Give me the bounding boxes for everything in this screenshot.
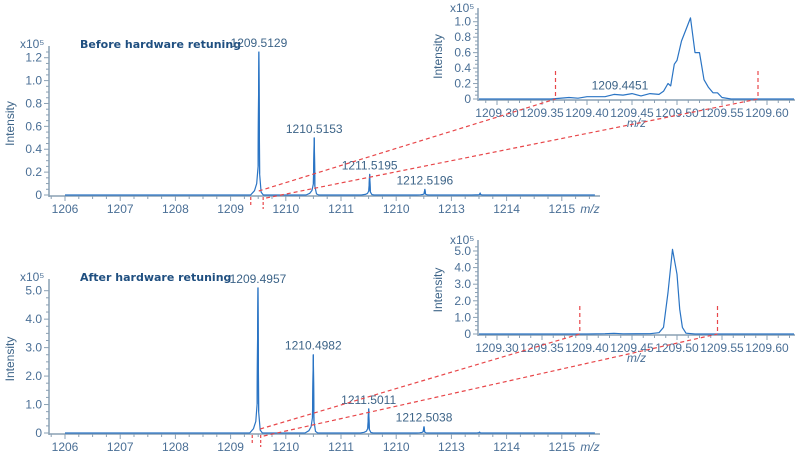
y-tick-label: 0 (464, 327, 471, 341)
y-tick-label: 0 (35, 188, 42, 202)
y-tick-label: 1.0 (25, 74, 42, 88)
panel-title: Before hardware retuning (80, 38, 241, 51)
x-tick-label: 1211 (328, 440, 354, 454)
x-axis-label: m/z (580, 440, 599, 454)
y-tick-label: 5.0 (454, 244, 471, 258)
peak-label: 1209.4957 (230, 272, 287, 286)
peak-label: 1211.5011 (341, 393, 396, 407)
x-tick-label: 1209.45 (610, 106, 654, 120)
x-tick-label: 1209.35 (520, 341, 564, 355)
x-axis-label: m/z (627, 116, 646, 130)
peak-label: 1211.5195 (342, 158, 398, 172)
y-axis-label: Intensity (3, 337, 17, 382)
x-tick-label: 1209.30 (475, 106, 519, 120)
y-multiplier: x10⁵ (20, 270, 44, 284)
x-tick-label: 1209.30 (475, 341, 519, 355)
y-multiplier: x10⁵ (20, 37, 44, 51)
y-axis-label: Intensity (431, 34, 445, 79)
y-multiplier: x10⁵ (450, 1, 474, 15)
x-tick-label: 1210 (383, 440, 410, 454)
y-tick-label: 0 (35, 426, 42, 440)
x-axis-label: m/z (580, 202, 599, 216)
y-tick-label: 1.0 (454, 310, 471, 324)
x-tick-label: 1210 (272, 202, 299, 216)
x-tick-label: 1209 (217, 440, 244, 454)
peak-annotation: 1209.4451 (592, 79, 649, 93)
y-tick-label: 0.6 (25, 119, 42, 133)
x-tick-label: 1207 (107, 202, 134, 216)
x-tick-label: 1214 (493, 440, 520, 454)
x-tick-label: 1209.50 (655, 106, 699, 120)
x-tick-label: 1209.40 (565, 341, 609, 355)
y-tick-label: 0.6 (454, 46, 471, 60)
y-tick-label: 2.0 (25, 369, 42, 383)
y-tick-label: 1.2 (25, 51, 42, 65)
y-tick-label: 5.0 (25, 284, 42, 298)
y-tick-label: 3.0 (454, 277, 471, 291)
y-tick-label: 0.4 (25, 142, 42, 156)
x-tick-label: 1209 (217, 202, 244, 216)
y-tick-label: 0.8 (454, 30, 471, 44)
x-tick-label: 1209.50 (655, 341, 699, 355)
peak-label: 1210.5153 (286, 122, 343, 136)
x-tick-label: 1206 (52, 440, 79, 454)
spectrum-trace (65, 287, 595, 434)
x-tick-label: 1211 (328, 202, 354, 216)
y-tick-label: 0.8 (25, 96, 42, 110)
y-tick-label: 4.0 (25, 312, 42, 326)
spectrum-trace (479, 17, 794, 100)
x-tick-label: 1209.35 (520, 106, 564, 120)
x-tick-label: 1209.55 (700, 341, 744, 355)
panel-title: After hardware retuning (80, 271, 231, 284)
y-tick-label: 0.4 (454, 61, 471, 75)
y-tick-label: 0 (464, 92, 471, 106)
y-tick-label: 0.2 (25, 165, 42, 179)
peak-label: 1212.5196 (397, 173, 454, 187)
y-tick-label: 1.0 (25, 398, 42, 412)
y-tick-label: 2.0 (454, 294, 471, 308)
y-tick-label: 0.2 (454, 77, 471, 91)
zoom-guide-line (263, 333, 718, 437)
x-tick-label: 1210 (383, 202, 410, 216)
x-tick-label: 1210 (272, 440, 299, 454)
spectrum-trace (65, 51, 595, 196)
x-tick-label: 1213 (438, 440, 465, 454)
x-tick-label: 1208 (162, 202, 189, 216)
y-tick-label: 3.0 (25, 341, 42, 355)
x-tick-label: 1209.45 (610, 341, 654, 355)
y-tick-label: 4.0 (454, 261, 471, 275)
peak-label: 1212.5038 (396, 411, 453, 425)
x-tick-label: 1209.55 (700, 106, 744, 120)
x-tick-label: 1206 (52, 202, 79, 216)
peak-label: 1210.4982 (285, 339, 342, 353)
x-tick-label: 1215 (548, 440, 575, 454)
x-tick-label: 1209.60 (745, 106, 789, 120)
x-tick-label: 1209.40 (565, 106, 609, 120)
y-tick-label: 1.0 (454, 15, 471, 29)
peak-label: 1209.5129 (231, 36, 288, 50)
zoom-guide-line (258, 98, 556, 192)
y-axis-label: Intensity (431, 268, 445, 313)
x-axis-label: m/z (627, 351, 646, 365)
x-tick-label: 1208 (162, 440, 189, 454)
spectrum-trace (479, 248, 794, 335)
y-multiplier: x10⁵ (450, 233, 474, 247)
x-tick-label: 1215 (548, 202, 575, 216)
x-tick-label: 1214 (493, 202, 520, 216)
x-tick-label: 1213 (438, 202, 465, 216)
y-axis-label: Intensity (3, 101, 17, 146)
x-tick-label: 1209.60 (745, 341, 789, 355)
x-tick-label: 1207 (107, 440, 134, 454)
chart-after-main: 0 1.0 2.0 3.0 4.0 5.0 1206 1207 1208 1209 1210 1211… (3, 270, 600, 454)
